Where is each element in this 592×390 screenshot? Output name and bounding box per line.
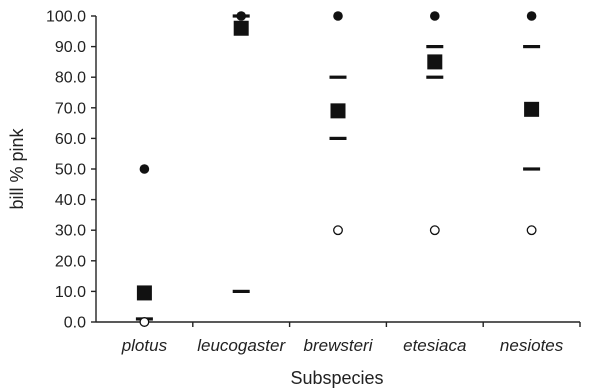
dash-point — [232, 289, 250, 293]
filled-circle-point — [139, 164, 150, 174]
dash-point — [523, 167, 541, 171]
open-circle-point — [333, 225, 343, 236]
open-circle-point — [429, 225, 440, 236]
dash-point — [426, 45, 444, 49]
y-tick-label: 10.0 — [55, 284, 86, 301]
filled-square-point — [233, 20, 249, 36]
dash-point — [523, 45, 541, 49]
y-tick-label: 90.0 — [55, 39, 86, 56]
x-tick-label: leucogaster — [197, 336, 286, 355]
y-tick-label: 60.0 — [55, 131, 86, 148]
y-tick-label: 20.0 — [55, 253, 86, 270]
filled-circle-point — [430, 11, 440, 21]
filled-circle-point — [236, 11, 246, 21]
filled-square-point — [330, 103, 346, 119]
x-tick-label: plotus — [121, 336, 168, 355]
dash-point — [329, 75, 347, 79]
filled-square-point — [427, 54, 443, 70]
y-axis-ticks: 0.0 10.0 20.0 30.0 40.0 50.0 60.0 70.0 80.0 90.0 1… — [46, 9, 96, 332]
x-axis-ticks: plotus leucogaster brewsteri etesiaca nesiot… — [121, 322, 581, 355]
dash-point — [329, 136, 347, 140]
filled-circle-point — [333, 11, 343, 21]
x-axis-title: Subspecies — [290, 368, 383, 388]
y-tick-label: 0.0 — [64, 315, 86, 332]
open-circle-point — [526, 225, 537, 236]
y-tick-label: 80.0 — [55, 70, 86, 87]
open-circle-point — [139, 317, 150, 327]
x-tick-label: brewsteri — [304, 336, 374, 355]
x-tick-label: etesiaca — [403, 336, 466, 355]
y-tick-label: 100.0 — [46, 9, 86, 26]
y-tick-label: 40.0 — [55, 192, 86, 209]
data-marks — [135, 11, 541, 327]
y-tick-label: 50.0 — [55, 162, 86, 179]
dash-point — [426, 75, 444, 79]
filled-square-point — [524, 101, 540, 117]
filled-circle-point — [526, 11, 537, 21]
x-tick-label: nesiotes — [500, 336, 564, 355]
filled-square-point — [136, 285, 152, 301]
y-tick-label: 30.0 — [55, 223, 86, 240]
y-tick-label: 70.0 — [55, 100, 86, 117]
axes — [95, 16, 580, 323]
y-axis-title: bill % pink — [7, 127, 27, 209]
